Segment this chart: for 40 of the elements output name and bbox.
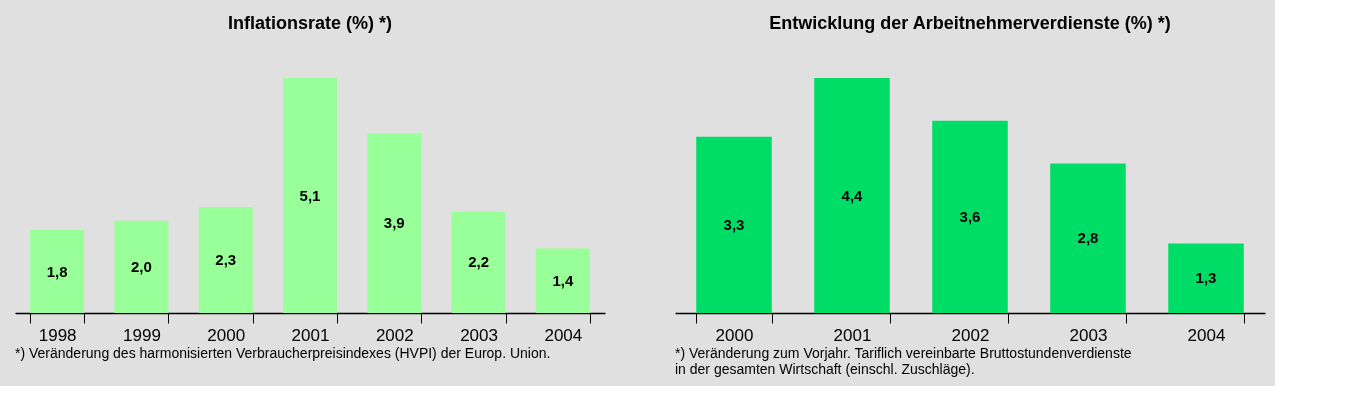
data-label: 4,4 <box>841 186 864 204</box>
data-label: 1,4 <box>552 271 574 289</box>
x-tick-label: 2000 <box>207 325 246 345</box>
x-tick-label: 2003 <box>460 325 498 345</box>
text: *) Veränderung zum Vorjahr. Tariflich vereinbarte Bruttostundenverdienste in der gesamten Wirtschaft (einschl. Zuschläge). <box>675 345 1132 377</box>
x-tick-label: 2004 <box>1187 325 1226 345</box>
bar <box>814 78 890 313</box>
bar <box>451 211 506 313</box>
x-tick-label: 2000 <box>715 325 754 345</box>
data-label: 1,8 <box>46 262 68 280</box>
bar <box>1168 243 1244 313</box>
bar <box>367 133 422 313</box>
data-label: 2,3 <box>215 251 237 269</box>
bar <box>30 230 85 313</box>
bar <box>1050 163 1126 313</box>
x-tick-label: 2004 <box>544 325 583 345</box>
bar <box>283 78 337 313</box>
data-label: 2,0 <box>131 257 152 275</box>
data-label: 3,6 <box>959 207 981 225</box>
chart-title: Inflationsrate (%) *) <box>227 13 393 33</box>
data-label: 1,3 <box>1195 269 1217 287</box>
bar <box>198 207 253 313</box>
bar <box>535 248 590 313</box>
bar <box>696 136 772 313</box>
x-tick-label: 1999 <box>123 325 161 345</box>
x-tick-label: 1998 <box>38 325 77 345</box>
data-label: 5,1 <box>299 186 321 204</box>
x-tick-label: 2002 <box>951 325 990 345</box>
data-label: 2,2 <box>468 253 489 271</box>
x-tick-label: 2001 <box>833 325 872 345</box>
x-tick-label: 2003 <box>1069 325 1108 345</box>
chart-title: Entwicklung der Arbeitnehmerverdienste (%) *) <box>769 13 1171 33</box>
x-tick-label: 2001 <box>291 325 330 345</box>
bar <box>932 120 1008 313</box>
data-label: 3,9 <box>383 214 405 232</box>
x-tick-label: 2002 <box>375 325 414 345</box>
text: *) Veränderung des harmonisierten Verbraucherpreisindexes (HVPI) der Europ. Union. <box>15 345 551 361</box>
data-label: 2,8 <box>1077 229 1099 247</box>
bar <box>114 220 169 313</box>
data-label: 3,3 <box>723 215 745 233</box>
